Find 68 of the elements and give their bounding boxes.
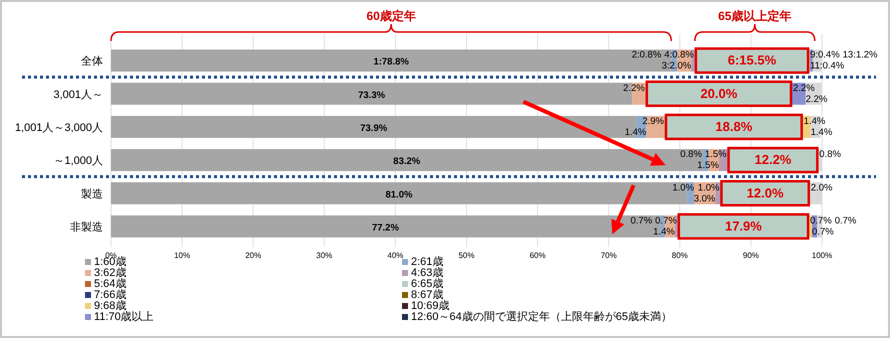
y-tick-label: ～1,000人 <box>53 155 103 168</box>
x-tick-label: 60% <box>530 251 546 260</box>
data-label: 3.0% <box>694 193 716 204</box>
data-label: 13:1.2% <box>842 50 878 61</box>
legend-label: 6:65歳 <box>411 277 444 290</box>
data-label: 73.3% <box>358 90 386 101</box>
data-label: 20.0% <box>700 86 738 101</box>
data-label: 2:0.8% <box>632 50 662 61</box>
legend-label: 8:67歳 <box>411 288 444 301</box>
y-tick-label: 1,001人～3,000人 <box>14 122 103 134</box>
data-label: 1:78.8% <box>373 56 410 68</box>
text: 60歳定年 <box>366 9 416 23</box>
y-tick-label: 非製造 <box>70 220 103 234</box>
data-label: 1.5% <box>704 149 728 160</box>
y-tick-label: 製造 <box>81 187 103 200</box>
legend-label: 2:61歳 <box>411 255 444 268</box>
x-tick-label: 20% <box>245 251 262 260</box>
data-label: 12.0% <box>746 185 784 200</box>
data-label: 2.2% <box>623 82 646 94</box>
data-label: 2.0% <box>810 182 833 194</box>
data-label: 1.4% <box>624 126 647 138</box>
x-tick-label: 30% <box>316 251 332 260</box>
data-label: 18.8% <box>715 118 753 134</box>
data-label: 6:15.5% <box>728 52 777 68</box>
data-label: 1.4% <box>804 116 826 127</box>
data-label: 1.5% <box>697 160 720 172</box>
legend-label: 4:63歳 <box>411 266 444 279</box>
data-label: 0.8% <box>680 149 702 160</box>
data-label: 77.2% <box>372 222 400 234</box>
x-tick-label: 10% <box>174 251 190 260</box>
legend-label: 11:70歳以上 <box>94 310 154 323</box>
data-label: 1.4% <box>810 126 833 138</box>
x-tick-label: 90% <box>742 251 759 260</box>
text: 65歳以上定年 <box>718 9 792 23</box>
legend-label: 5:64歳 <box>94 277 126 290</box>
data-label: 12.2% <box>754 152 792 168</box>
data-label: 0.8% <box>819 149 842 160</box>
x-tick-label: 70% <box>600 251 617 260</box>
data-label: 1.4% <box>653 226 676 238</box>
data-label: 1.0% <box>698 182 720 194</box>
x-tick-label: 40% <box>387 251 404 260</box>
legend-label: 7:66歳 <box>94 288 126 301</box>
data-label: 0.7% <box>655 215 678 226</box>
data-label: 17.9% <box>724 218 762 234</box>
data-label: 0.7% <box>630 215 653 226</box>
data-label: 81.0% <box>385 189 413 200</box>
data-label: 0.7% <box>810 215 832 226</box>
legend-label: 3:62歳 <box>94 266 126 279</box>
data-label: 0.7% <box>812 226 834 238</box>
data-label: 11:0.4% <box>810 60 845 72</box>
x-tick-label: 80% <box>672 251 688 260</box>
data-label: 83.2% <box>393 156 421 168</box>
y-tick-label: 全体 <box>81 56 103 68</box>
x-tick-label: 100% <box>812 251 832 260</box>
data-label: 2.9% <box>642 116 665 127</box>
data-label: 73.9% <box>360 122 388 134</box>
data-label: 2.2% <box>793 82 816 94</box>
x-tick-label: 50% <box>458 251 475 260</box>
data-label: 1.0% <box>672 182 695 194</box>
legend-label: 10:69歳 <box>411 299 450 312</box>
data-label: 3:2.0% <box>662 60 692 72</box>
legend-label: 12:60～64歳の間で選択定年（上限年齢が65歳未満） <box>411 310 672 323</box>
legend-label: 9:68歳 <box>94 299 126 312</box>
data-label: 9:0.4% <box>810 50 840 61</box>
y-tick-label: 3,001人～ <box>53 88 103 101</box>
data-label: 0.7% <box>834 215 857 226</box>
data-label: 2.2% <box>806 94 828 105</box>
data-label: 4:0.8% <box>664 50 694 61</box>
